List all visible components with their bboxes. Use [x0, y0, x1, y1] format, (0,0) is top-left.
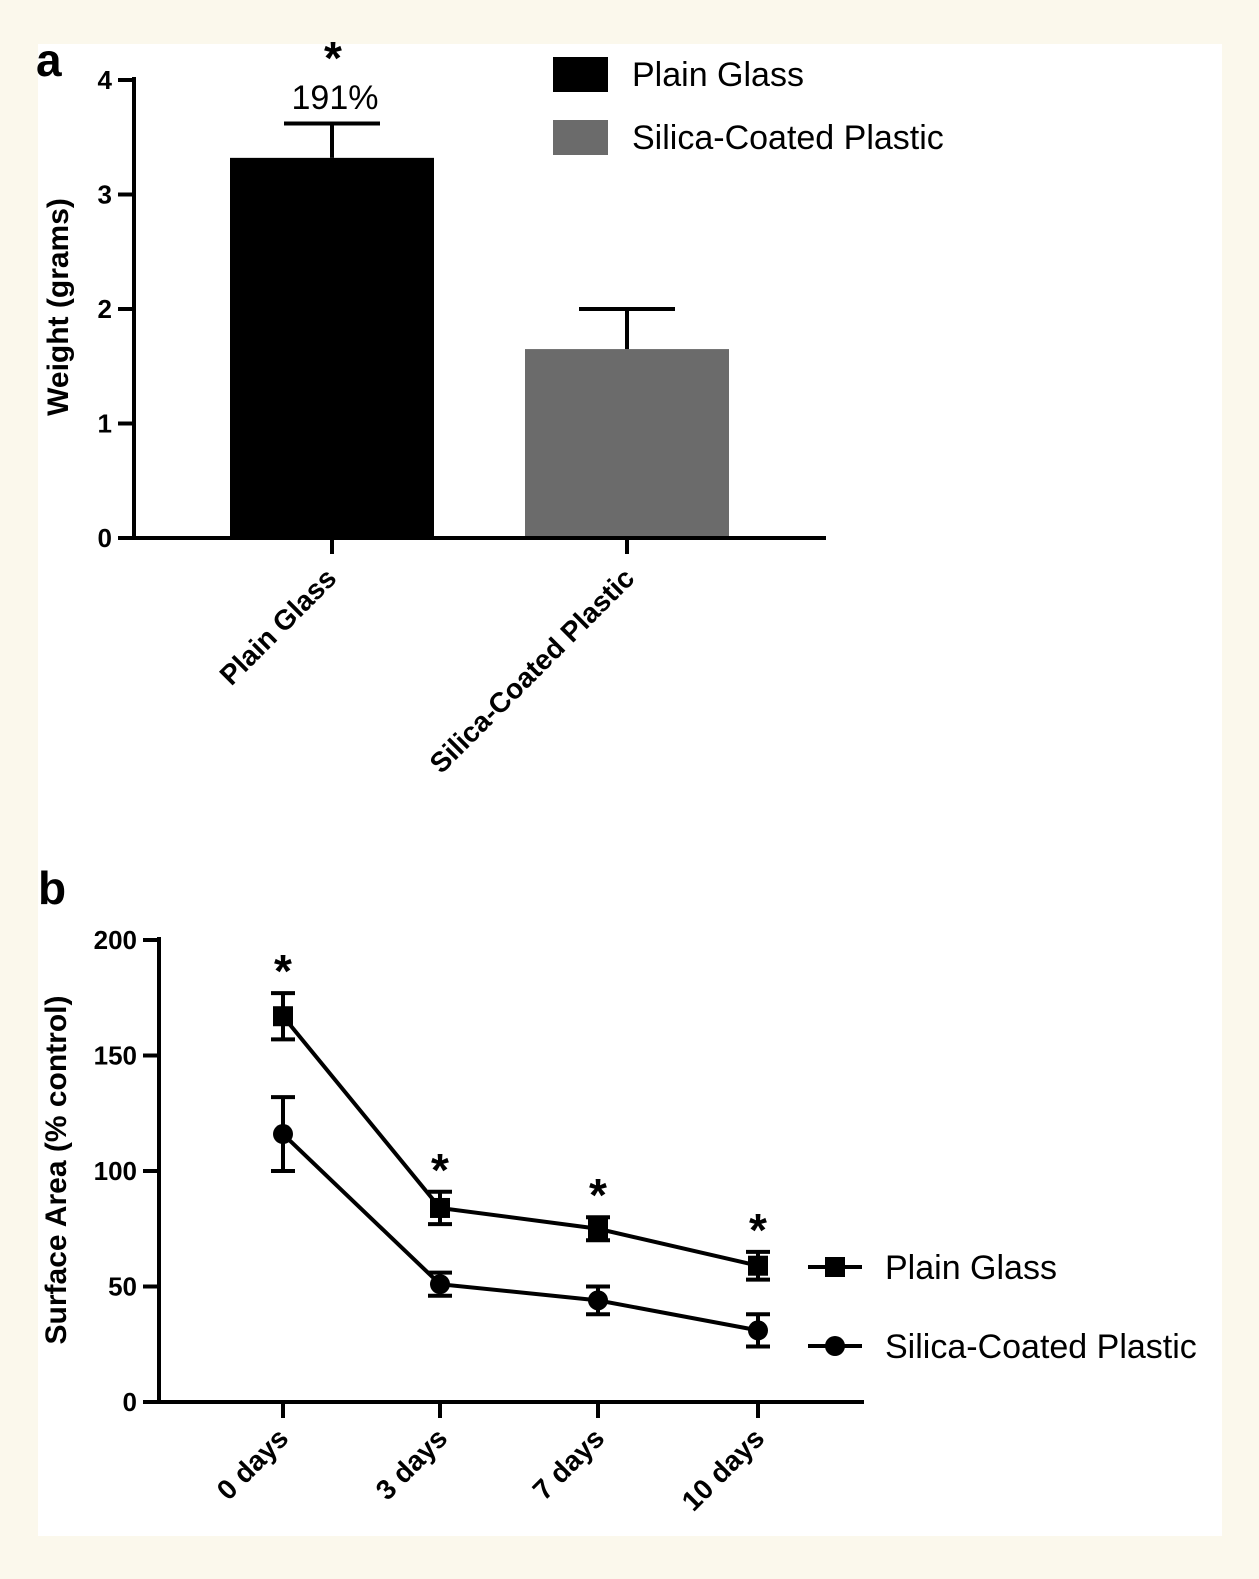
panel-a-y-tick-label: 1: [98, 409, 112, 439]
panel-a: a 0 1 2 3 4 Weight (grams) Plain Glass Silic…: [36, 32, 944, 779]
legend-swatch-silica-coated-plastic: [553, 120, 608, 155]
significance-star: *: [274, 945, 292, 997]
data-point-plain-glass: [273, 1006, 293, 1027]
panel-a-y-axis-title: Weight (grams): [42, 198, 75, 416]
panel-a-label: a: [36, 34, 62, 86]
panel-b-category-label: 7 days: [527, 1422, 611, 1506]
series-line-plain-glass: [281, 1014, 759, 1268]
data-point-plain-glass: [430, 1197, 450, 1218]
panel-b-y-tick-label: 200: [94, 925, 137, 955]
legend-circle-marker: [825, 1336, 845, 1356]
panel-a-y-tick-label: 3: [98, 180, 112, 210]
bar-silica-coated-plastic: [525, 349, 729, 538]
panel-a-y-tick-label: 4: [98, 65, 113, 95]
panel-a-error-bars: [284, 121, 675, 350]
significance-star: *: [749, 1204, 767, 1256]
panel-b-legend: Plain Glass Silica-Coated Plastic: [808, 1249, 1197, 1366]
legend-square-marker: [825, 1257, 845, 1277]
panel-b-y-tick-label: 0: [123, 1387, 137, 1417]
data-point-silica-coated-plastic: [748, 1320, 768, 1341]
legend-label-silica-coated-plastic: Silica-Coated Plastic: [632, 119, 944, 157]
panel-a-y-tick-label: 0: [98, 523, 112, 553]
legend-label-silica-coated-plastic: Silica-Coated Plastic: [885, 1328, 1197, 1366]
bar-plain-glass: [230, 157, 434, 539]
legend-label-plain-glass: Plain Glass: [632, 56, 804, 94]
panel-a-y-tick-label: 2: [98, 294, 112, 324]
panel-b-category-label: 0 days: [211, 1422, 295, 1506]
panel-b-y-tick-label: 100: [94, 1156, 137, 1186]
legend-label-plain-glass: Plain Glass: [885, 1249, 1057, 1287]
panel-b-y-tick-label: 50: [108, 1272, 137, 1302]
panel-a-percent-annotation: 191%: [292, 79, 379, 117]
legend-swatch-plain-glass: [553, 57, 608, 92]
panel-b-y-ticks: 0 50 100 150 200: [94, 925, 159, 1417]
data-point-silica-coated-plastic: [273, 1124, 293, 1145]
panel-b-category-label: 10 days: [676, 1422, 771, 1517]
data-point-plain-glass: [748, 1255, 768, 1276]
data-point-silica-coated-plastic: [430, 1274, 450, 1295]
panel-b-markers: [273, 1006, 768, 1341]
panel-a-category-label: Plain Glass: [214, 562, 343, 691]
panel-a-x-ticks: [330, 538, 629, 554]
panel-a-significance-star: *: [324, 32, 342, 84]
data-point-plain-glass: [588, 1218, 608, 1239]
panel-b-y-axis-title: Surface Area (% control): [40, 996, 73, 1345]
panel-a-category-label: Silica-Coated Plastic: [424, 562, 641, 779]
series-line-silica-coated-plastic: [281, 1132, 759, 1333]
panel-b-series-lines: [281, 1014, 759, 1333]
panel-b-category-label: 3 days: [370, 1422, 454, 1506]
significance-star: *: [589, 1169, 607, 1221]
panel-b-significance-stars: * * * *: [274, 945, 767, 1256]
panel-a-y-ticks: 0 1 2 3 4: [98, 65, 134, 553]
significance-star: *: [431, 1144, 449, 1196]
data-point-silica-coated-plastic: [588, 1290, 608, 1311]
panel-b-y-tick-label: 150: [94, 1041, 137, 1071]
panel-b-label: b: [38, 862, 66, 914]
panel-a-bars: [230, 157, 729, 539]
panel-b-x-ticks: [281, 1402, 760, 1418]
panel-a-legend: Plain Glass Silica-Coated Plastic: [553, 56, 944, 157]
